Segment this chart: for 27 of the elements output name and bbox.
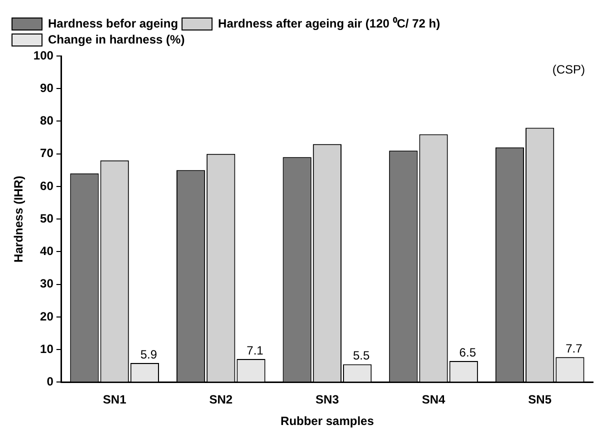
data-label: 5.5 <box>352 348 370 363</box>
data-label: 7.7 <box>566 341 583 356</box>
x-axis-title: Rubber samples <box>280 414 374 428</box>
data-label: 6.5 <box>459 345 476 360</box>
y-tick-label: 80 <box>40 114 54 128</box>
annotation: (CSP) <box>552 62 585 76</box>
y-axis-title: Hardness (IHR) <box>12 176 26 262</box>
y-tick-label: 60 <box>40 178 54 193</box>
y-tick-label: 50 <box>40 211 54 226</box>
legend-label: Hardness befor ageing <box>48 16 178 30</box>
y-tick-label: 10 <box>40 342 54 356</box>
legend-label: Change in hardness (%) <box>48 32 185 46</box>
x-tick-label: SN4 <box>422 392 446 407</box>
y-tick-label: 70 <box>40 146 54 160</box>
x-tick-label: SN2 <box>209 392 233 407</box>
y-tick-label: 40 <box>40 244 54 258</box>
x-tick-label: SN5 <box>528 392 552 407</box>
y-tick-label: 0 <box>46 374 54 389</box>
y-tick-label: 20 <box>40 309 54 324</box>
x-tick-label: SN1 <box>102 392 127 407</box>
y-tick-label: 90 <box>40 80 54 95</box>
data-label: 7.1 <box>246 343 264 358</box>
x-tick-label: SN3 <box>316 392 340 407</box>
legend-label: Hardness after ageing air (120 ⁰C/ 72 h) <box>218 16 440 30</box>
y-tick-label: 30 <box>40 276 54 291</box>
data-label: 5.9 <box>140 347 158 362</box>
y-tick-label: 100 <box>33 48 54 62</box>
